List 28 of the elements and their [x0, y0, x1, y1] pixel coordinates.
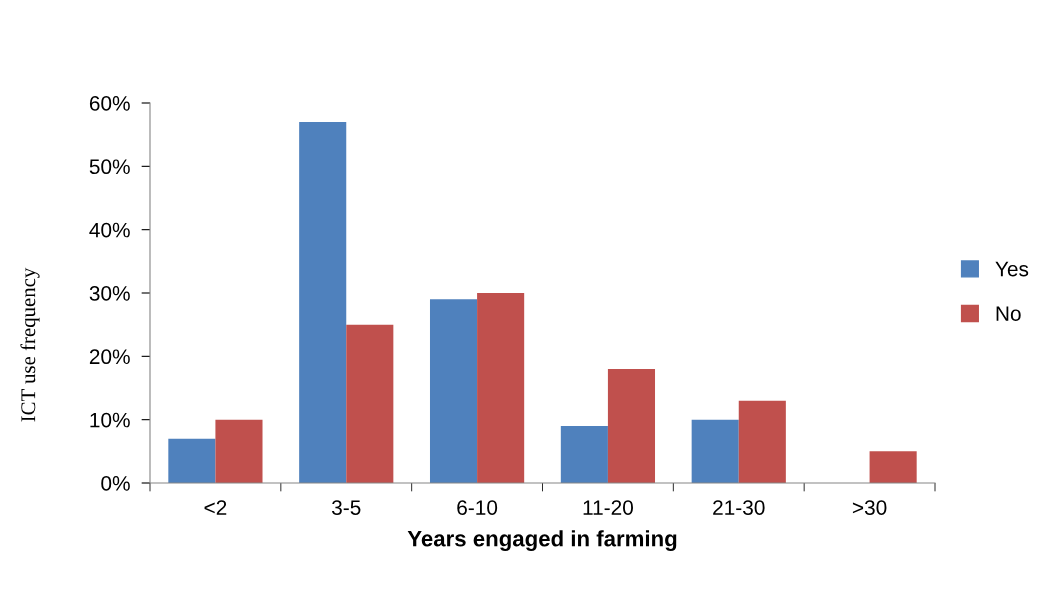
- bar: [429, 299, 478, 483]
- y-tick-label: 10%: [90, 412, 130, 428]
- x-tick-label: >30: [852, 500, 887, 515]
- bar: [691, 419, 739, 483]
- bar: [299, 122, 347, 483]
- x-tick-label: 3-5: [331, 500, 361, 515]
- legend-label: Yes: [995, 261, 1029, 277]
- y-tick-label: 30%: [89, 286, 130, 301]
- x-tick-label: 21-30: [713, 500, 765, 515]
- bar: [346, 324, 394, 483]
- y-tick-label: 0%: [101, 476, 130, 491]
- x-tick-label: 11-20: [583, 500, 633, 515]
- y-axis-title: ICT use frequency: [20, 267, 40, 422]
- bar: [477, 293, 525, 483]
- y-tick-label: 50%: [89, 159, 130, 175]
- bar: [869, 451, 917, 483]
- y-tick-label: 20%: [89, 349, 130, 365]
- x-tick-label: <2: [204, 500, 227, 515]
- y-tick-label: 60%: [89, 96, 130, 111]
- bar: [560, 426, 608, 483]
- x-axis-title: Years engaged in farming: [407, 530, 677, 552]
- bar: [607, 369, 656, 483]
- bar: [168, 438, 216, 483]
- x-tick-label: 6-10: [457, 500, 498, 515]
- bar: [215, 419, 263, 483]
- y-tick-label: 40%: [89, 222, 130, 238]
- legend-label: No: [996, 306, 1021, 321]
- bar: [738, 400, 786, 483]
